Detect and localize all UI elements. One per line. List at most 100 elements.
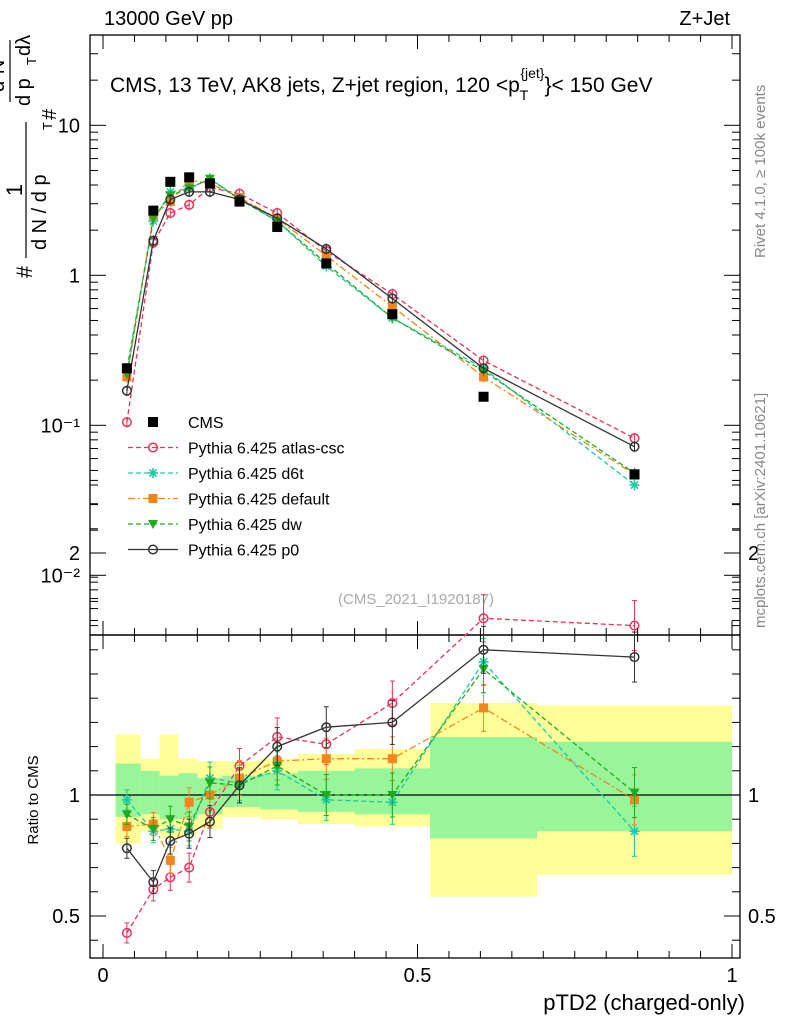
rivet-version: Rivet 4.1.0, ≥ 100k events (752, 84, 769, 258)
marker-point (165, 815, 176, 825)
legend-item: Pythia 6.425 d6t (128, 466, 304, 483)
y-axis-label: #1 d N / d p T # d²N d p Tdλ (0, 35, 61, 278)
y-label-dp: d p (13, 78, 35, 106)
marker-point (148, 235, 159, 246)
title-sup: {jet} (520, 65, 544, 81)
marker-point (204, 816, 215, 827)
y-tick-label: 10 (58, 115, 80, 137)
marker-point (387, 717, 398, 728)
marker-point (629, 620, 640, 631)
y-label-sub: T (40, 122, 55, 130)
title-prefix: CMS, 13 TeV, AK8 jets, Z+jet region, 120… (110, 74, 520, 97)
series-pythia-6-425-dw (121, 173, 640, 479)
plot-title: CMS, 13 TeV, AK8 jets, Z+jet region, 120… (110, 65, 652, 103)
marker-point (184, 199, 195, 210)
data-point (121, 363, 132, 374)
marker-point (165, 208, 176, 219)
header-left: 13000 GeV pp (104, 8, 233, 30)
uncertainty-band-inner (140, 770, 160, 815)
series-cms-data (121, 172, 640, 480)
marker-point (479, 703, 489, 713)
data-point (387, 309, 398, 320)
marker-point (121, 417, 132, 428)
marker-point (478, 613, 489, 624)
legend-label: CMS (188, 415, 224, 432)
marker-point (321, 251, 331, 261)
marker-point (629, 788, 640, 798)
uncertainty-band-inner (430, 736, 538, 839)
marker-point (321, 722, 332, 733)
y-tick-label: 1 (69, 265, 80, 287)
marker-point (148, 468, 158, 478)
uncertainty-band-inner (178, 773, 198, 820)
legend-item: Pythia 6.425 atlas-csc (128, 441, 345, 458)
marker-stroke (122, 795, 132, 804)
title-sub: T (520, 87, 529, 103)
data-point (321, 258, 332, 269)
marker-point (272, 741, 283, 752)
marker-point (147, 544, 159, 555)
marker-point (272, 761, 283, 771)
marker-point (321, 754, 331, 764)
ratio-tick-label-right: 0.5 (748, 906, 776, 928)
y-tick-label: 10⁻² (41, 565, 81, 587)
marker-point (629, 441, 640, 452)
marker-point (387, 293, 398, 304)
marker-point (148, 494, 158, 503)
ratio-frame (89, 634, 741, 959)
marker-point (165, 835, 176, 847)
series-line (126, 186, 635, 439)
marker-point (184, 186, 195, 197)
marker-point (148, 877, 159, 888)
marker-point (387, 301, 397, 311)
marker-point (121, 385, 132, 396)
marker-point (184, 862, 195, 873)
marker-point (165, 194, 176, 205)
y-label-sub2: T (24, 57, 39, 65)
legend-marker (148, 417, 158, 427)
y-label-numerator: 1 (2, 184, 27, 196)
data-point (184, 172, 195, 183)
legend: CMS Pythia 6.425 atlas-csc Pythia 6.425 d6… (128, 415, 345, 560)
marker-point (478, 363, 489, 374)
uncertainty-band-inner (159, 775, 179, 820)
series-line (126, 191, 635, 448)
data-point (478, 391, 489, 402)
marker-point (147, 442, 159, 453)
ratio-panel: 0.5 0.5 1 1 2 2 Ratio to CMS (25, 479, 776, 959)
marker-point (478, 644, 489, 655)
x-tick-label: 1 (726, 965, 737, 987)
mcplots-source: mcplots.cern.ch [arXiv:2401.10621] (752, 392, 769, 628)
y-label-dlambda: dλ (13, 35, 35, 56)
legend-item: Pythia 6.425 default (128, 492, 330, 509)
ratio-tick-label: 2 (69, 543, 80, 565)
data-point (272, 221, 283, 232)
legend-item: CMS (148, 415, 224, 432)
marker-point (121, 927, 132, 938)
marker-point (148, 214, 159, 224)
marker-stroke (148, 468, 158, 478)
ratio-tick-label-right: 2 (748, 543, 759, 565)
ratio-series-pythia-6-425-p0 (121, 625, 640, 895)
y-label-hash: # (12, 265, 37, 278)
marker-point (479, 372, 489, 382)
ratio-y-label: Ratio to CMS (25, 755, 42, 844)
marker-point (121, 810, 132, 820)
marker-point (184, 797, 194, 807)
y-label-denominator: d N / d p (29, 174, 51, 250)
marker-point (321, 243, 332, 254)
marker-point (387, 754, 397, 764)
watermark: (CMS_2021_I1920187) (338, 591, 494, 608)
legend-label: Pythia 6.425 dw (188, 517, 302, 534)
ratio-line (126, 617, 635, 934)
series-line (126, 178, 635, 486)
marker-point (122, 821, 132, 831)
y-tick-label: 10⁻¹ (41, 415, 81, 437)
marker-point (184, 828, 195, 839)
legend-label: Pythia 6.425 default (188, 492, 330, 509)
x-axis-label: pTD2 (charged-only) (543, 990, 745, 1015)
marker-point (148, 520, 158, 529)
series-pythia-6-425-default (122, 174, 640, 480)
marker-point (121, 843, 132, 854)
